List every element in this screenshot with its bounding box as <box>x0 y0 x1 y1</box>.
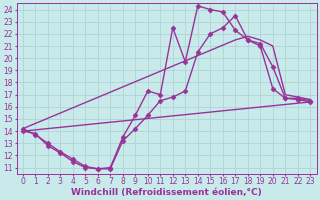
X-axis label: Windchill (Refroidissement éolien,°C): Windchill (Refroidissement éolien,°C) <box>71 188 262 197</box>
